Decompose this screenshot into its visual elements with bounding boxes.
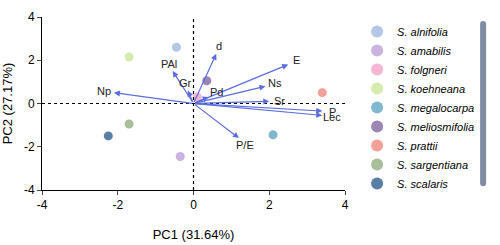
svg-text:S. koehneana: S. koehneana [397, 83, 465, 95]
svg-text:Ns: Ns [268, 77, 282, 89]
svg-text:Gr: Gr [179, 77, 192, 89]
svg-text:PAl: PAl [161, 58, 177, 70]
svg-text:E: E [293, 54, 300, 66]
svg-text:Lec: Lec [323, 111, 341, 123]
svg-text:S. sargentiana: S. sargentiana [397, 159, 468, 171]
svg-text:Np: Np [97, 85, 111, 97]
svg-text:Sr: Sr [274, 95, 285, 107]
svg-text:d: d [216, 40, 222, 52]
svg-text:P/E: P/E [236, 139, 254, 151]
svg-text:Pd: Pd [210, 86, 223, 98]
svg-text:-4: -4 [24, 183, 35, 197]
svg-text:S. megalocarpa: S. megalocarpa [397, 102, 474, 114]
svg-text:4: 4 [28, 10, 35, 24]
svg-text:S. prattii: S. prattii [397, 140, 438, 152]
svg-text:-2: -2 [24, 140, 35, 154]
svg-text:-4: -4 [37, 198, 48, 212]
svg-text:2: 2 [266, 198, 273, 212]
svg-text:S. amabilis: S. amabilis [397, 45, 451, 57]
svg-text:4: 4 [342, 198, 349, 212]
svg-text:0: 0 [190, 198, 197, 212]
svg-text:S. meliosmifolia: S. meliosmifolia [397, 121, 474, 133]
svg-text:-2: -2 [112, 198, 123, 212]
svg-text:PC2 (27.17%): PC2 (27.17%) [0, 63, 15, 145]
svg-text:S. alnifolia: S. alnifolia [397, 26, 448, 38]
svg-text:2: 2 [28, 53, 35, 67]
svg-text:PC1 (31.64%): PC1 (31.64%) [153, 227, 235, 242]
svg-text:P: P [329, 106, 336, 118]
svg-text:S. scalaris: S. scalaris [397, 178, 448, 190]
svg-text:S. folgneri: S. folgneri [397, 64, 447, 76]
svg-text:0: 0 [28, 97, 35, 111]
